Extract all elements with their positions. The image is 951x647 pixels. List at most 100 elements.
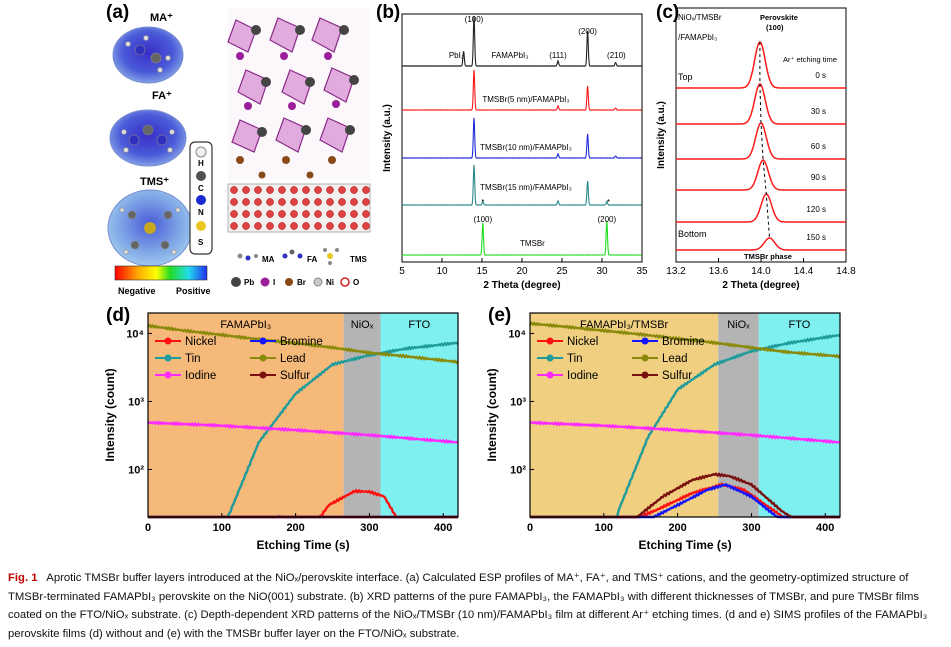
sulfur-atom-icon: [196, 221, 206, 231]
nio-atom: [338, 186, 346, 194]
depth-xrd-line: [676, 41, 846, 89]
nio-atom: [290, 222, 298, 230]
caption-text: Aprotic TMSBr buffer layers introduced a…: [8, 572, 928, 640]
legend-label: Lead: [662, 353, 688, 365]
panel-e-chart: FAMAPbI₃/TMSBr NiOₓ FTO Nickel Bromine Tin Lea…: [485, 312, 841, 552]
br-atom-icon: [285, 278, 293, 286]
peak-label: *: [481, 198, 484, 207]
nio-atom: [362, 186, 370, 194]
nio-atom: [314, 210, 322, 218]
nio-atom: [326, 198, 334, 206]
sims-series-line: [147, 323, 459, 365]
legend-label: Bromine: [662, 336, 705, 348]
region-label: FAMAPbI₃: [220, 319, 271, 331]
depth-xrd-line: [676, 122, 846, 160]
etch-time-label: 0 s: [815, 71, 826, 80]
peak-label: (100): [465, 15, 484, 24]
nio-substrate-structure: [227, 183, 371, 233]
nio-atom: [338, 222, 346, 230]
nio-atom: [254, 198, 262, 206]
panel-b-label: (b): [376, 2, 401, 23]
figure-caption: Fig. 1 Aprotic TMSBr buffer layers intro…: [8, 569, 943, 643]
i-atom-icon: [260, 277, 270, 287]
legend-marker: [259, 354, 267, 362]
nio-atom: [290, 210, 298, 218]
nio-atom: [314, 222, 322, 230]
nio-atom: [266, 210, 274, 218]
y-tick-label: 10⁴: [126, 328, 144, 340]
nio-atom: [278, 222, 286, 230]
peak-label: (100): [473, 215, 492, 224]
legend-marker: [641, 337, 649, 345]
nio-atom: [350, 198, 358, 206]
perovskite-crystal-structure: [227, 8, 370, 180]
nio-atom: [278, 198, 286, 206]
peak-label: *: [607, 198, 610, 207]
xrd-series-line: [401, 164, 642, 206]
peak-label: TMSBr(10 nm)/FAMAPbI₃: [480, 143, 572, 152]
depth-xrd-line: [676, 159, 846, 191]
nio-atom: [278, 210, 286, 218]
nio-atom: [326, 222, 334, 230]
x-axis-label: Etching Time (s): [256, 538, 349, 552]
plot-frame: [529, 312, 841, 518]
x-axis-label: 2 Theta (degree): [722, 280, 799, 291]
x-axis-label: 2 Theta (degree): [483, 280, 560, 291]
legend-marker: [164, 354, 172, 362]
peak-label: FAMAPbI₃: [491, 51, 528, 60]
sims-series-line: [147, 420, 459, 445]
element-s: S: [198, 238, 204, 247]
xrd-series-line: [401, 69, 642, 111]
region-label: FTO: [789, 319, 811, 331]
x-tick-label: 14.4: [794, 266, 814, 277]
peak-label: (111): [549, 51, 567, 60]
cation-label-ma: MA⁺: [150, 12, 173, 24]
nio-atom: [302, 210, 310, 218]
depth-region: [148, 313, 344, 517]
pb-atom-icon: [231, 277, 241, 287]
nio-atom: [302, 222, 310, 230]
legend-marker: [164, 337, 172, 345]
legend-marker: [641, 354, 649, 362]
atom-ni-label: Ni: [326, 278, 334, 287]
molecule-fa-label: FA: [307, 255, 317, 264]
x-axis-label: Etching Time (s): [638, 538, 731, 552]
x-tick-label: 300: [360, 522, 378, 534]
legend-marker: [546, 337, 554, 345]
structure-label: NiOₓ/TMSBr: [678, 13, 722, 22]
annotation: Top: [678, 72, 693, 82]
xrd-series-line: [401, 220, 642, 256]
region-label: NiOₓ: [351, 319, 374, 331]
colorbar-positive-label: Positive: [176, 286, 211, 296]
nitrogen-atom-icon: [196, 195, 206, 205]
xrd-series-line: [401, 15, 642, 67]
x-tick-label: 13.2: [666, 266, 686, 277]
annotation: (100): [766, 23, 784, 32]
nio-atom: [338, 210, 346, 218]
legend-label: Iodine: [567, 370, 598, 382]
tms-atoms: [119, 207, 181, 255]
nio-atom-grid: [230, 186, 370, 230]
x-tick-label: 0: [527, 522, 533, 534]
atom-pb-label: Pb: [244, 278, 254, 287]
legend-label: Nickel: [567, 336, 598, 348]
x-tick-label: 300: [742, 522, 760, 534]
y-tick-label: 10²: [128, 464, 144, 476]
peak-label: TMSBr(5 nm)/FAMAPbI₃: [482, 95, 569, 104]
etch-time-label: 90 s: [811, 173, 826, 182]
annotation: Ar⁺ etching time: [783, 55, 837, 64]
x-tick-label: 200: [668, 522, 686, 534]
caption-fig-label: Fig. 1: [8, 572, 38, 584]
carbon-atom-icon: [196, 171, 206, 181]
legend-label: Tin: [185, 353, 201, 365]
nio-atom: [350, 210, 358, 218]
x-tick-label: 400: [816, 522, 834, 534]
hydrogen-atom-icon: [195, 146, 207, 158]
annotation: Perovskite: [760, 13, 798, 22]
x-tick-label: 100: [595, 522, 613, 534]
molecule-icons: [237, 248, 339, 265]
nio-atom: [326, 186, 334, 194]
nio-atom: [242, 222, 250, 230]
legend-marker: [641, 371, 649, 379]
structure-label: /FAMAPbI₃: [678, 33, 717, 42]
